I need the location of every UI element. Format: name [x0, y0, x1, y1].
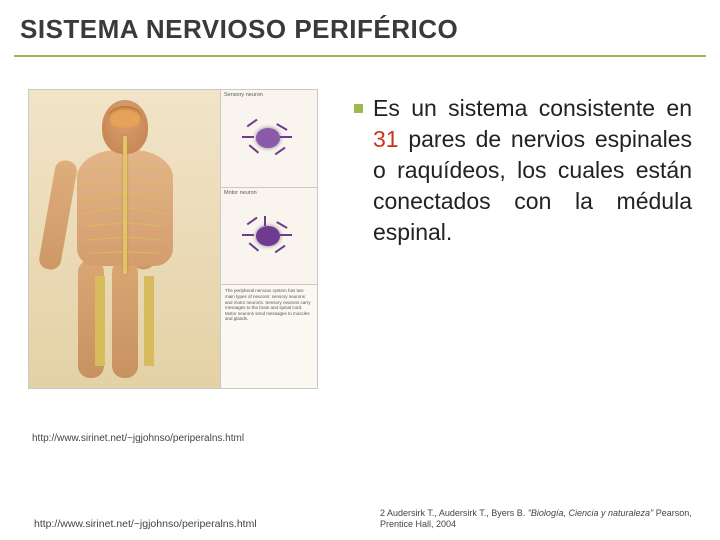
sensory-neuron-icon [246, 118, 292, 158]
motor-neuron-label: Motor neuron [224, 190, 257, 196]
image-source-link-top: http://www.sirinet.net/~jgjohnso/periper… [28, 433, 318, 444]
highlight-number: 31 [373, 126, 399, 152]
motor-neuron-icon [246, 216, 292, 256]
anatomy-diagram: Sensory neuron Motor neuron [28, 89, 318, 389]
footer-source-link: http://www.sirinet.net/~jgjohnso/periper… [34, 518, 257, 530]
diagram-caption: The peripheral nervous system has two ma… [221, 285, 317, 388]
page-title: SISTEMA NERVIOSO PERIFÉRICO [20, 14, 700, 45]
body-text-post: pares de nervios espinales o raquídeos, … [373, 126, 692, 245]
bullet-icon [354, 104, 363, 113]
body-text-pre: Es un sistema consistente en [373, 95, 692, 121]
footer-citation: 2 Audersirk T., Audersirk T., Byers B. "… [380, 508, 700, 531]
citation-title: "Biología, Ciencia y naturaleza" [528, 508, 653, 518]
body-paragraph: Es un sistema consistente en 31 pares de… [373, 93, 692, 248]
citation-pre: 2 Audersirk T., Audersirk T., Byers B. [380, 508, 528, 518]
sensory-neuron-label: Sensory neuron [224, 92, 263, 98]
